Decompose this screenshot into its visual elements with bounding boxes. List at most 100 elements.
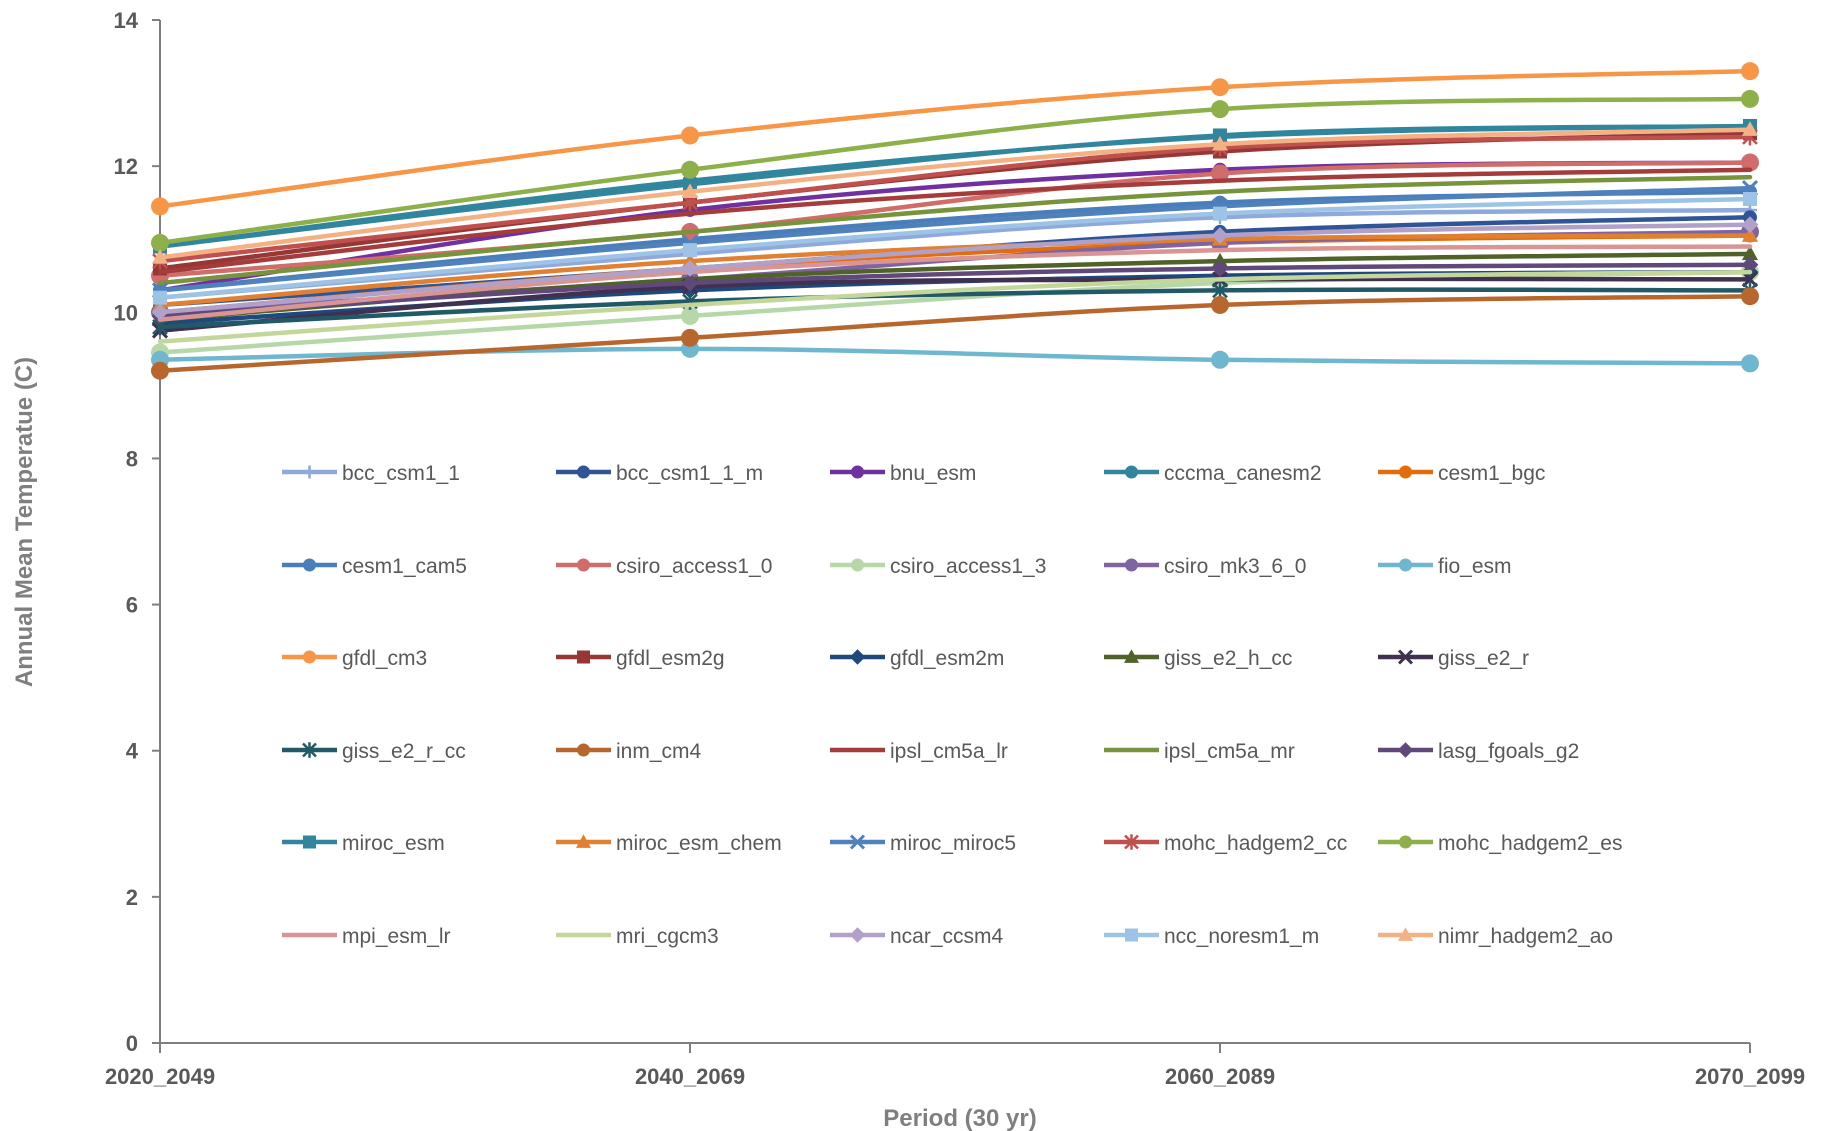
- legend-marker: [1399, 465, 1412, 479]
- series-inm-cm4: [151, 287, 1759, 380]
- series-line: [157, 123, 1753, 249]
- data-point: [681, 183, 699, 199]
- legend: bcc_csm1_1 bcc_csm1_1_m bnu_esm cccma_canes…: [282, 462, 1622, 948]
- data-point: [1212, 281, 1228, 299]
- data-point: [1211, 78, 1229, 97]
- series-line: [157, 134, 1753, 264]
- data-point: [151, 197, 169, 216]
- legend-marker: [1125, 558, 1138, 572]
- legend-label: csiro_access1_0: [616, 555, 772, 578]
- series-line: [157, 222, 1753, 315]
- data-point: [1211, 135, 1229, 151]
- legend-item: fio_esm: [1378, 555, 1512, 578]
- legend-marker: [1125, 465, 1138, 479]
- data-point: [681, 306, 699, 325]
- legend-item: csiro_mk3_6_0: [1104, 555, 1306, 578]
- legend-item: cesm1_bgc: [1378, 462, 1545, 485]
- data-point: [681, 260, 699, 277]
- series-line: [157, 269, 1753, 344]
- data-point: [151, 361, 169, 380]
- legend-item: inm_cm4: [556, 740, 702, 763]
- series-line: [157, 185, 1753, 293]
- legend-label: ipsl_cm5a_lr: [890, 740, 1008, 763]
- legend-label: fio_esm: [1438, 555, 1512, 578]
- data-point: [1213, 128, 1227, 143]
- legend-label: mohc_hadgem2_es: [1438, 832, 1622, 855]
- legend-marker: [1397, 649, 1414, 665]
- legend-marker: [577, 650, 590, 664]
- series-line: [157, 233, 1753, 308]
- legend-item: miroc_esm_chem: [556, 832, 782, 855]
- legend-marker: [302, 742, 317, 758]
- legend-label: giss_e2_r_cc: [342, 740, 466, 763]
- legend-label: mohc_hadgem2_cc: [1164, 832, 1347, 855]
- legend-item: mohc_hadgem2_cc: [1104, 832, 1347, 855]
- legend-label: gfdl_cm3: [342, 647, 427, 670]
- y-tick-label: 12: [114, 154, 138, 179]
- legend-marker: [1399, 835, 1412, 849]
- legend-label: bcc_csm1_1_m: [616, 462, 763, 485]
- data-point: [681, 328, 699, 347]
- legend-label: cesm1_cam5: [342, 555, 467, 578]
- x-tick-label: 2040_2069: [635, 1064, 745, 1089]
- legend-item: miroc_miroc5: [830, 832, 1016, 855]
- legend-item: ncar_ccsm4: [830, 925, 1004, 948]
- legend-label: csiro_access1_3: [890, 555, 1046, 578]
- legend-label: nimr_hadgem2_ao: [1438, 925, 1613, 948]
- legend-item: csiro_access1_0: [556, 555, 772, 578]
- data-point: [681, 160, 699, 179]
- data-point: [1741, 245, 1759, 261]
- legend-item: gfdl_esm2g: [556, 647, 725, 670]
- data-point: [1741, 89, 1759, 108]
- legend-label: bnu_esm: [890, 462, 976, 485]
- legend-label: ipsl_cm5a_mr: [1164, 740, 1295, 763]
- series-line: [157, 127, 1753, 260]
- data-point: [1741, 227, 1759, 242]
- legend-item: bnu_esm: [830, 462, 976, 485]
- data-point: [683, 243, 697, 258]
- legend-marker: [849, 834, 866, 850]
- series-gfdl-cm3: [151, 62, 1759, 216]
- legend-marker: [849, 927, 866, 943]
- legend-marker: [576, 834, 591, 848]
- legend-item: gfdl_esm2m: [830, 647, 1004, 670]
- legend-marker: [851, 558, 864, 572]
- legend-label: miroc_esm: [342, 832, 445, 855]
- data-point: [1741, 354, 1759, 373]
- y-tick-label: 8: [126, 446, 138, 471]
- series-line: [157, 174, 1753, 286]
- data-point: [681, 126, 699, 145]
- legend-label: bcc_csm1_1: [342, 462, 460, 485]
- legend-marker: [1124, 649, 1139, 663]
- series-line: [157, 293, 1753, 373]
- legend-marker: [1398, 927, 1413, 941]
- legend-marker: [577, 743, 590, 757]
- legend-marker: [1397, 742, 1414, 758]
- data-point: [151, 249, 169, 264]
- legend-item: mri_cgcm3: [556, 925, 719, 948]
- legend-item: mohc_hadgem2_es: [1378, 832, 1622, 855]
- data-point: [1741, 256, 1759, 274]
- legend-item: ipsl_cm5a_mr: [1104, 740, 1295, 763]
- y-axis-title: Annual Mean Temperatue (C): [11, 357, 38, 687]
- legend-item: giss_e2_r: [1378, 647, 1529, 670]
- legend-label: gfdl_esm2g: [616, 647, 725, 670]
- y-tick-label: 0: [126, 1031, 138, 1056]
- series-line: [157, 160, 1753, 278]
- data-point: [1211, 350, 1229, 369]
- data-point: [1211, 295, 1229, 314]
- data-point: [1211, 227, 1229, 244]
- series-line: [157, 68, 1753, 209]
- legend-marker: [1124, 834, 1139, 850]
- legend-marker: [1399, 558, 1412, 572]
- x-axis-title: Period (30 yr): [883, 1105, 1036, 1131]
- series-ipsl-cm5a-lr: [157, 167, 1753, 275]
- x-tick-label: 2060_2089: [1165, 1064, 1275, 1089]
- data-point: [1213, 206, 1227, 221]
- legend-item: csiro_access1_3: [830, 555, 1046, 578]
- data-point: [1741, 216, 1759, 233]
- legend-marker: [577, 465, 590, 479]
- series-line: [157, 287, 1753, 330]
- legend-item: giss_e2_r_cc: [282, 740, 466, 763]
